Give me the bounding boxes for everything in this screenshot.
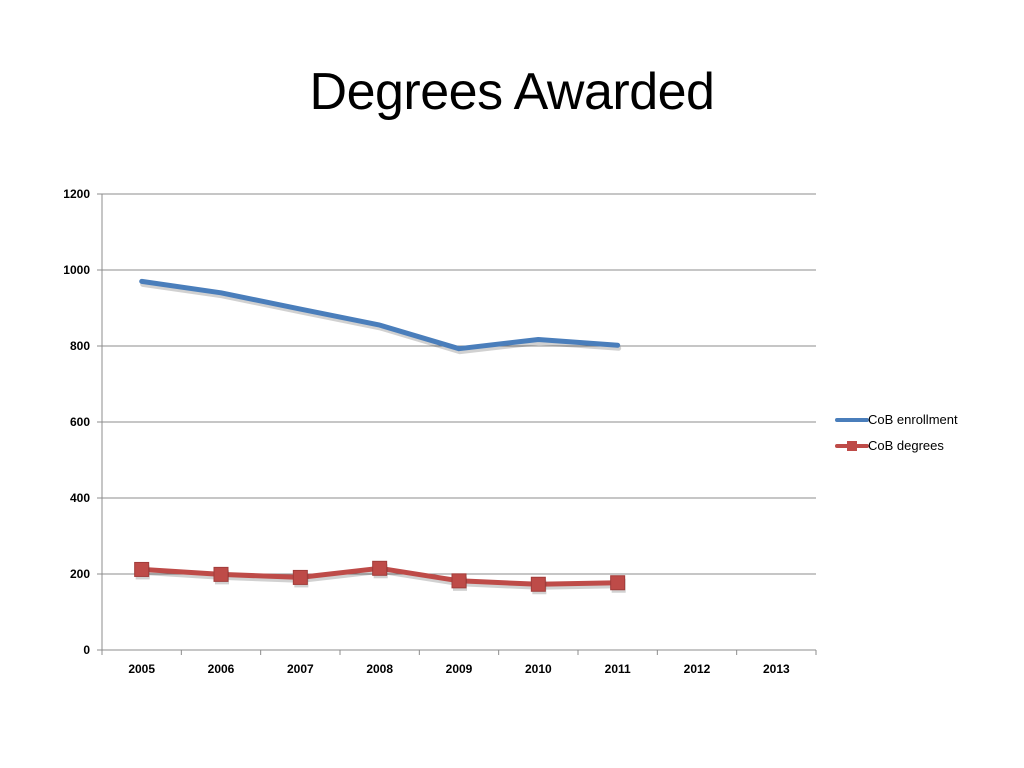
y-tick-label: 800 [70, 339, 90, 353]
data-point-marker [610, 575, 626, 591]
legend-marker [847, 441, 857, 451]
data-point-marker [213, 566, 229, 582]
data-point-marker [451, 573, 467, 589]
series-line-enrollment [139, 278, 621, 352]
x-tick-label: 2013 [763, 662, 790, 676]
data-point-marker [292, 569, 308, 585]
y-tick-label: 0 [83, 643, 90, 657]
y-tick-label: 200 [70, 567, 90, 581]
x-tick-label: 2007 [287, 662, 314, 676]
data-point-marker [134, 561, 150, 577]
legend-label: CoB enrollment [868, 412, 958, 427]
y-tick-label: 400 [70, 491, 90, 505]
x-tick-label: 2008 [366, 662, 393, 676]
x-tick-label: 2009 [446, 662, 473, 676]
x-tick-label: 2010 [525, 662, 552, 676]
data-point-marker [530, 576, 546, 592]
y-tick-label: 600 [70, 415, 90, 429]
x-tick-label: 2011 [605, 662, 631, 676]
series-line-shadow [140, 281, 622, 355]
x-tick-label: 2005 [128, 662, 155, 676]
chart-title: Degrees Awarded [309, 63, 715, 121]
x-tick-label: 2012 [684, 662, 711, 676]
y-tick-label: 1200 [63, 187, 90, 201]
legend-label: CoB degrees [868, 438, 944, 453]
data-point-marker [372, 560, 388, 576]
x-tick-label: 2006 [208, 662, 235, 676]
y-tick-label: 1000 [63, 263, 90, 277]
